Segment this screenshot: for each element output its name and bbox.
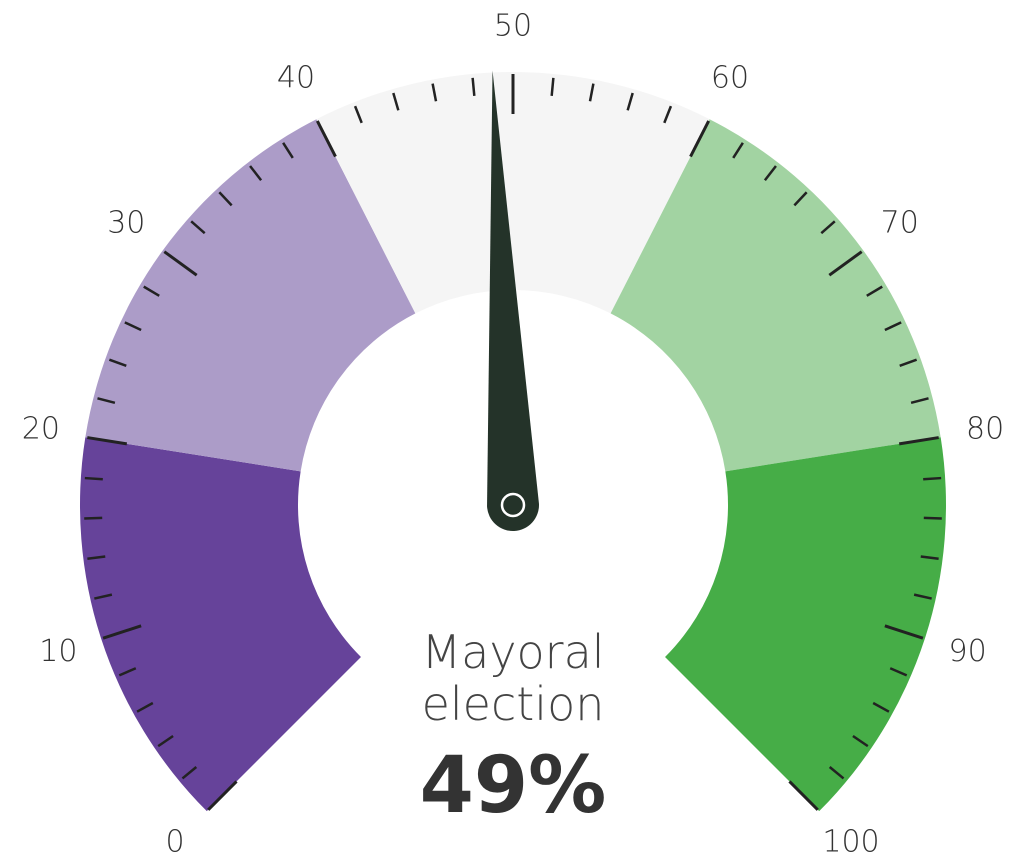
minor-tick — [87, 555, 106, 561]
minor-tick — [118, 667, 137, 677]
major-tick — [689, 120, 711, 158]
major-tick — [207, 780, 238, 811]
minor-tick — [923, 516, 942, 520]
tick-label: 80 — [966, 412, 1004, 447]
tick-label: 30 — [107, 206, 145, 241]
minor-tick — [923, 476, 942, 481]
major-tick — [884, 624, 924, 640]
minor-tick — [913, 593, 932, 600]
gauge-band — [665, 437, 946, 812]
minor-tick — [828, 766, 845, 780]
minor-tick — [920, 555, 939, 561]
minor-tick — [910, 397, 929, 404]
minor-tick — [136, 701, 154, 713]
gauge-title: Mayoral election — [421, 625, 605, 731]
tick-label: 0 — [165, 824, 184, 859]
minor-tick — [392, 92, 400, 111]
major-tick — [315, 120, 337, 158]
minor-tick — [143, 285, 160, 297]
minor-tick — [190, 220, 206, 235]
minor-tick — [872, 701, 890, 713]
minor-tick — [157, 734, 174, 748]
minor-tick — [820, 220, 836, 235]
value-label: 49% — [419, 741, 607, 831]
minor-tick — [84, 516, 103, 520]
minor-tick — [94, 593, 113, 600]
tick-label: 60 — [711, 61, 749, 96]
gauge-band — [316, 71, 710, 314]
minor-tick — [852, 734, 869, 748]
minor-tick — [588, 83, 595, 102]
minor-tick — [471, 77, 476, 96]
tick-label: 70 — [881, 206, 919, 241]
major-tick — [828, 250, 863, 277]
needle-hub — [500, 492, 526, 518]
minor-tick — [550, 77, 555, 96]
major-tick — [163, 250, 198, 277]
minor-tick — [249, 165, 263, 182]
minor-tick — [181, 766, 198, 780]
minor-tick — [431, 83, 438, 102]
tick-label: 90 — [949, 634, 987, 669]
minor-tick — [626, 92, 634, 111]
gauge-band — [79, 437, 361, 812]
minor-tick — [732, 142, 744, 159]
minor-tick — [889, 667, 908, 677]
tick-label: 50 — [494, 9, 532, 44]
needle — [487, 70, 539, 531]
minor-tick — [97, 397, 116, 404]
tick-label: 100 — [822, 824, 879, 859]
minor-tick — [124, 321, 142, 332]
minor-tick — [884, 321, 902, 332]
tick-label: 10 — [39, 634, 77, 669]
gauge-band — [85, 119, 416, 472]
minor-tick — [899, 358, 918, 367]
gauge-band — [610, 119, 941, 472]
minor-tick — [84, 476, 103, 481]
minor-tick — [353, 105, 363, 124]
minor-tick — [218, 191, 233, 207]
minor-tick — [866, 285, 883, 297]
major-tick — [102, 624, 142, 640]
major-tick — [898, 436, 939, 446]
minor-tick — [282, 142, 294, 159]
tick-label: 40 — [277, 61, 315, 96]
major-tick — [87, 436, 128, 446]
major-tick — [788, 780, 819, 811]
minor-tick — [793, 191, 808, 207]
minor-tick — [663, 105, 673, 124]
minor-tick — [108, 358, 127, 367]
tick-label: 20 — [22, 412, 60, 447]
minor-tick — [763, 165, 777, 182]
